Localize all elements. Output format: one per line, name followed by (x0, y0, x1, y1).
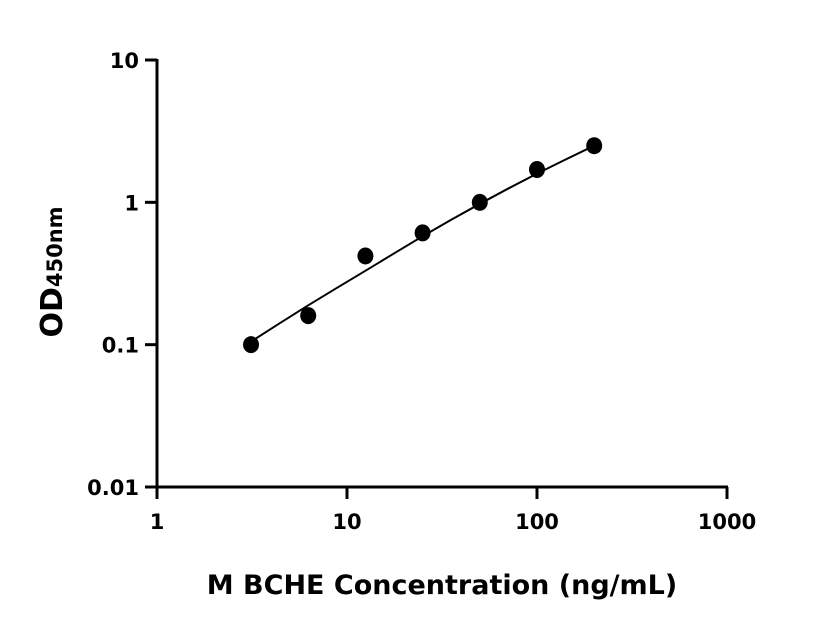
fit-curve (250, 144, 595, 343)
y-axis-label-subscript: 450nm (43, 206, 67, 287)
x-tick-label: 1 (150, 510, 165, 534)
data-point (357, 247, 374, 265)
data-point (300, 307, 317, 325)
marks (243, 137, 603, 354)
y-tick-label: 10 (110, 49, 139, 73)
y-tick-label: 1 (124, 191, 139, 215)
y-axis-label: OD450nm (35, 206, 70, 337)
x-tick-label: 10 (332, 510, 361, 534)
x-tick-label: 1000 (698, 510, 756, 534)
y-tick-label: 0.01 (87, 476, 139, 500)
y-axis-label-main: OD (35, 287, 70, 337)
y-tick-label: 0.1 (102, 334, 139, 358)
axes: 1 10 100 1000 0.01 0.1 1 10 (87, 49, 756, 534)
data-point (414, 224, 431, 242)
x-tick-label: 100 (515, 510, 559, 534)
data-point (243, 336, 260, 354)
data-point (529, 161, 545, 179)
data-point (586, 137, 603, 155)
x-axis-label: M BCHE Concentration (ng/mL) (207, 570, 677, 601)
data-point (471, 193, 488, 211)
